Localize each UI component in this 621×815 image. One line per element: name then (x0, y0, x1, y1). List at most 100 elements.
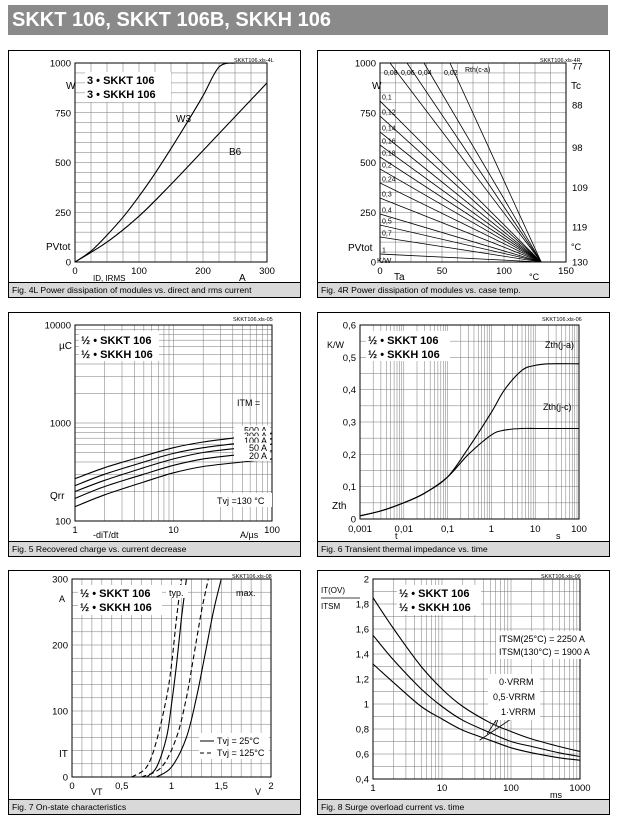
plot-frame (372, 578, 581, 780)
x-tick-label: 50 (437, 266, 448, 277)
file-tag: SKKT106.xls-08 (232, 574, 272, 580)
rth-line (379, 168, 542, 263)
file-tag: SKKT106.xls-09 (541, 574, 581, 580)
x-tick-label: 100 (496, 266, 512, 277)
x-tick-label: 0 (377, 266, 382, 277)
max-label: max. (236, 588, 256, 598)
x-tick-label: 0,001 (348, 524, 372, 535)
x-tick-label: 150 (558, 266, 574, 277)
series-line (359, 363, 580, 517)
x-tick-label: 300 (259, 266, 275, 277)
x-symbol: ID, IRMS (93, 274, 125, 283)
series-line (131, 578, 182, 778)
series-label-zth-jc: Zth(j-c) (543, 402, 572, 412)
y-symbol: IT (59, 749, 68, 760)
x-tick-label: 2 (268, 781, 273, 792)
y-label-num: IT(OV) (321, 586, 345, 595)
file-tag: SKKT106.xls-06 (542, 317, 582, 323)
y-tick-label: 250 (360, 208, 376, 219)
y-tick-label: 750 (55, 108, 71, 119)
x-tick-label: 100 (571, 524, 587, 535)
fig4r-panel: SKKT106.xls-4R 0 50 100 150 0 250 500 750 1000 13… (317, 50, 610, 298)
rth-value-label: 0,14 (382, 126, 396, 133)
series-label-bg (234, 430, 270, 441)
rth-value-label: 0,16 (382, 139, 396, 146)
y-tick-label: 0 (63, 773, 68, 784)
condition-label: Tvj =130 °C (217, 496, 265, 506)
y-unit: A (59, 594, 65, 604)
series-line (74, 458, 273, 508)
y-tick-label: 0 (351, 515, 356, 526)
param-label: ITM = (237, 398, 260, 408)
rth-line (379, 253, 542, 263)
x-tick-label: 0,01 (395, 524, 414, 535)
rth-value-label: 0,04 (418, 70, 432, 77)
x-tick-label: 1 (370, 783, 375, 794)
rth-line (379, 100, 542, 263)
rth-value-label: 0,4 (382, 208, 392, 215)
y-tick-label: 0,5 (343, 353, 356, 364)
rth-line (406, 62, 542, 263)
x-tick-label: 1 (169, 781, 174, 792)
x-symbol: Ta (394, 272, 405, 283)
y-tick-label: 1000 (50, 59, 71, 70)
x-tick-label: 100 (264, 525, 280, 536)
right-symbol: Tc (571, 81, 581, 92)
series-line (372, 597, 581, 753)
fig4r-caption: Fig. 4R Power dissipation of modules vs.… (318, 282, 609, 297)
series-label-zth-ja: Zth(j-a) (545, 340, 574, 350)
series-label: 50 A (249, 443, 267, 453)
x-tick-label: 0 (69, 781, 74, 792)
rth-line (379, 236, 542, 263)
x-unit: ms (550, 790, 562, 800)
y-tick-label: 200 (52, 641, 68, 652)
rth-line (379, 131, 542, 263)
right-unit: °C (571, 242, 582, 252)
rth-line (449, 62, 542, 263)
series-label: 100 A (244, 436, 267, 446)
rth-value-label: 0,7 (382, 231, 392, 238)
note-2: ITSM(130°C) = 1900 A (499, 647, 590, 657)
fig8-caption: Fig. 8 Surge overload current vs. time (318, 799, 609, 814)
legend-temp-1: Tvj = 25°C (217, 736, 260, 746)
x-unit: A (239, 273, 246, 284)
y-tick-label: 1 (364, 700, 369, 711)
series-label-bg (234, 425, 270, 436)
series-line (141, 578, 209, 778)
x-tick-label: 200 (195, 266, 211, 277)
y-tick-label: 0,6 (343, 321, 356, 332)
series-label: 20 A (249, 451, 267, 461)
rth-value-label: 0,2 (382, 163, 392, 170)
y-tick-label: 0,1 (343, 482, 356, 493)
series-label-0vrrm: 0·VRRM (499, 677, 534, 687)
series-line-b6 (74, 82, 268, 263)
legend-2: 3 • SKKH 106 (87, 89, 156, 101)
legend-temp-2: Tvj = 125°C (217, 748, 265, 758)
rth-value-label: 0,5 (382, 219, 392, 226)
y-tick-label: 0,8 (356, 725, 369, 736)
legend-2: ½ • SKKH 106 (80, 602, 152, 614)
x-tick-label: 100 (503, 783, 519, 794)
y-tick-label: 0 (66, 258, 71, 269)
rth-value-label: 0,02 (444, 70, 458, 77)
fig8-chart: SKKT106.xls-09 1 10 100 1000 0,4 0,6 0,8 1 1,2 1,… (321, 574, 591, 800)
legend-2: ½ • SKKH 106 (368, 349, 440, 361)
y-tick-label: 750 (360, 108, 376, 119)
y-tick-label: 1,6 (356, 625, 369, 636)
plot-frame (71, 578, 272, 778)
rth-value-label: 0,18 (382, 151, 396, 158)
x-unit: s (556, 531, 561, 541)
series-label: 500 A (244, 426, 267, 436)
file-tag: SKKT106.xls-4L (234, 58, 274, 64)
fig6-caption: Fig. 6 Transient thermal impedance vs. t… (318, 541, 609, 556)
y-symbol: Zth (332, 501, 346, 512)
page-title: SKKT 106, SKKT 106B, SKKH 106 (12, 9, 332, 31)
x-symbol: VT (91, 787, 103, 797)
fig4l-chart: SKKT106.xls-4L 0 100 200 30002505007501000 … (46, 58, 275, 284)
y-tick-label: 500 (360, 158, 376, 169)
y-tick-label: 2 (364, 575, 369, 586)
fig5-panel: SKKT106.xls-05 1 10 100 100 1000 10000 500 A 20… (8, 312, 301, 557)
fig8-panel: SKKT106.xls-09 1 10 100 1000 0,4 0,6 0,8 1 1,2 1,… (317, 570, 610, 815)
legend-1: 3 • SKKT 106 (87, 75, 154, 87)
series-label-bg (234, 436, 270, 447)
